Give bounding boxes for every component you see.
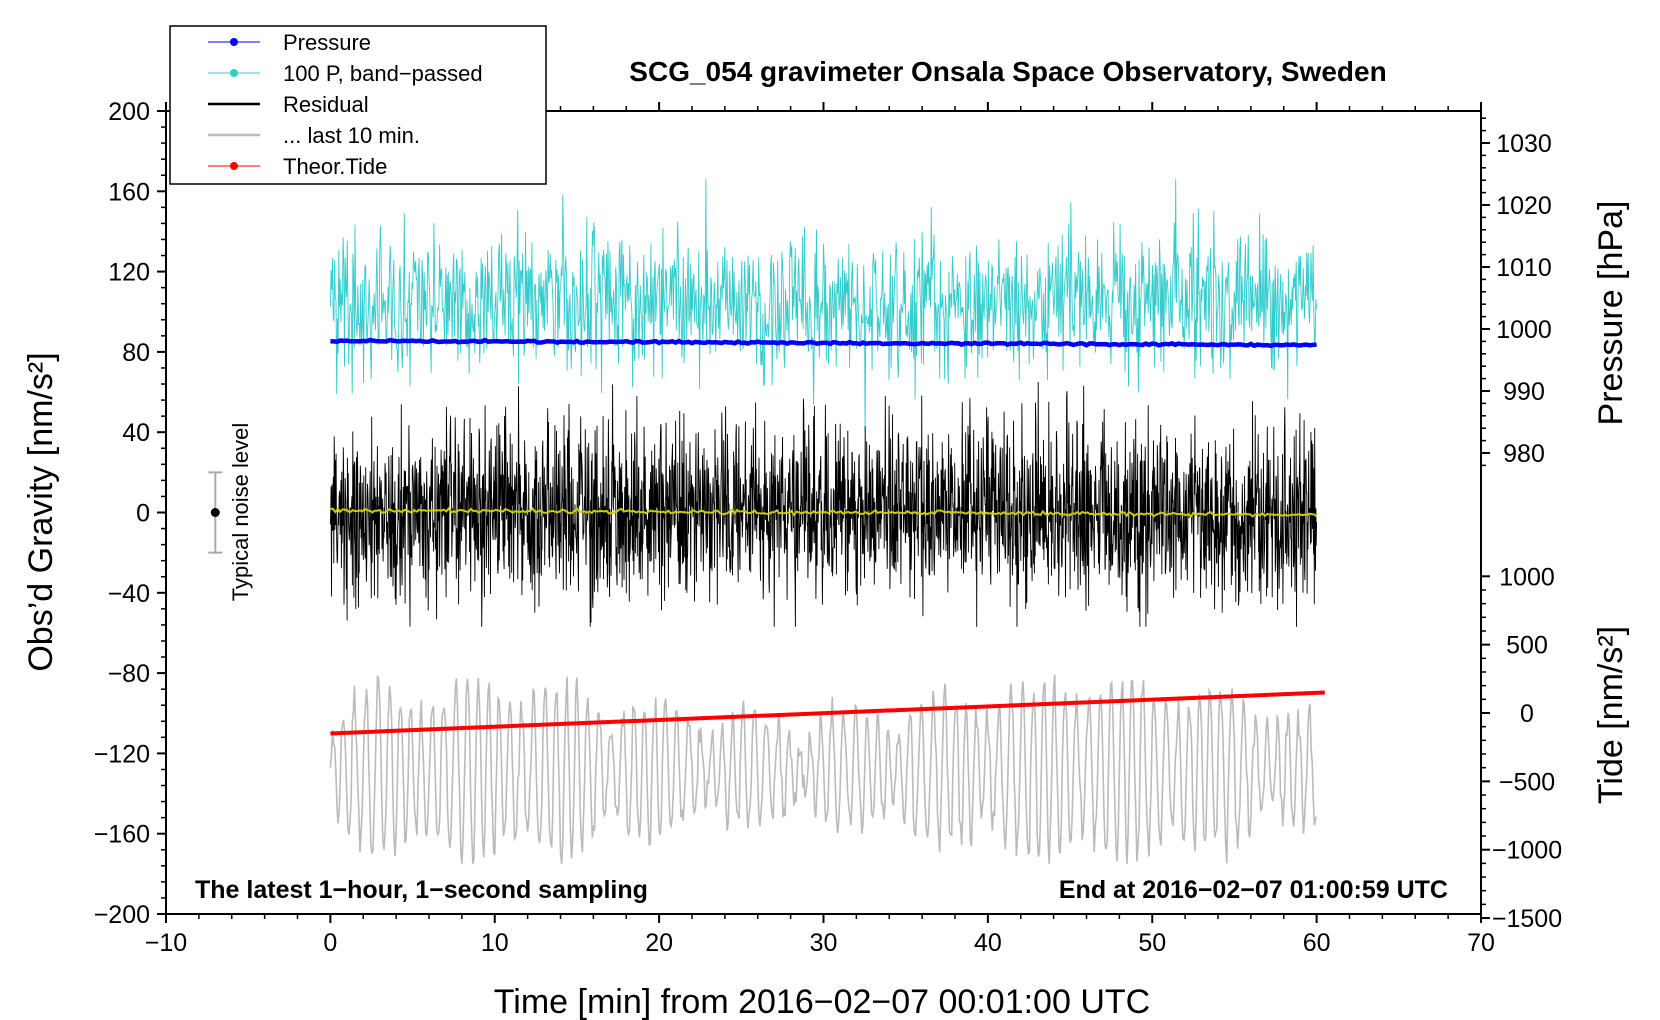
legend: Pressure 100 P, band−passed Residual ... la… — [169, 25, 547, 185]
y-tick-label: −80 — [108, 660, 150, 688]
y-tick-label: 40 — [122, 419, 150, 447]
data-traces — [329, 179, 1325, 864]
tide-tick-label: 500 — [1506, 632, 1548, 660]
pressure-tick-label: 1030 — [1496, 130, 1552, 158]
pressure-tick-label: 1010 — [1496, 254, 1552, 282]
tide-tick-label: −500 — [1499, 768, 1555, 796]
x-tick-label: 20 — [645, 929, 673, 957]
x-tick-label: 70 — [1467, 929, 1495, 957]
theoretical-tide-line — [330, 690, 1325, 736]
y-axis-label-gravity: Obs’d Gravity [nm/s²] — [22, 352, 60, 671]
pressure-tick-label: 1020 — [1496, 192, 1552, 220]
legend-swatch-marker — [230, 38, 238, 46]
x-tick-label: 0 — [323, 929, 337, 957]
noise-level-label: Typical noise level — [228, 423, 253, 602]
y-axis-label-tide: Tide [nm/s²] — [1592, 626, 1630, 804]
y-tick-label: −160 — [94, 821, 150, 849]
y-tick-label: 0 — [136, 500, 150, 528]
x-tick-label: −10 — [145, 929, 187, 957]
legend-label: Pressure — [283, 30, 371, 55]
legend-swatch-marker — [230, 162, 238, 170]
inner-right-annotation: End at 2016−02−07 01:00:59 UTC — [1059, 876, 1448, 904]
x-tick-label: 50 — [1138, 929, 1166, 957]
tide-tick-label: −1500 — [1492, 905, 1562, 933]
x-axis-label: Time [min] from 2016−02−07 00:01:00 UTC — [494, 983, 1150, 1020]
noise-bar-point — [210, 508, 220, 517]
chart-title: SCG_054 gravimeter Onsala Space Observat… — [629, 56, 1386, 87]
x-tick-label: 40 — [974, 929, 1002, 957]
x-tick-label: 60 — [1303, 929, 1331, 957]
inner-left-annotation: The latest 1−hour, 1−second sampling — [195, 876, 648, 904]
y-tick-label: 200 — [108, 98, 150, 126]
pressure-tick-label: 980 — [1503, 440, 1545, 468]
y-tick-label: −120 — [94, 740, 150, 768]
legend-label: ... last 10 min. — [283, 123, 420, 148]
residual-line — [329, 381, 1318, 627]
axes: −10 0 10 20 30 40 50 60 70−200−160−120−80−400408… — [94, 98, 1562, 957]
tide-tick-label: 1000 — [1499, 563, 1555, 591]
bandpassed-pressure-line — [329, 179, 1318, 433]
y-axis-label-pressure: Pressure [hPa] — [1592, 201, 1630, 426]
pressure-tick-label: 1000 — [1496, 316, 1552, 344]
y-tick-label: −200 — [94, 901, 150, 929]
tide-tick-label: 0 — [1520, 700, 1534, 728]
noise-level-indicator: Typical noise level — [208, 423, 253, 602]
x-tick-label: 30 — [810, 929, 838, 957]
y-tick-label: 80 — [122, 339, 150, 367]
pressure-line — [330, 337, 1317, 349]
smoothed-residual-line — [330, 506, 1318, 518]
legend-label: 100 P, band−passed — [283, 61, 483, 86]
y-tick-label: 120 — [108, 259, 150, 287]
pressure-tick-label: 990 — [1503, 378, 1545, 406]
legend-label: Theor.Tide — [283, 154, 387, 179]
legend-swatch-marker — [230, 69, 238, 77]
y-tick-label: 160 — [108, 178, 150, 206]
y-tick-label: −40 — [108, 580, 150, 608]
x-tick-label: 10 — [481, 929, 509, 957]
legend-label: Residual — [283, 92, 369, 117]
last-10-min-line — [329, 674, 1318, 864]
tide-tick-label: −1000 — [1492, 837, 1562, 865]
